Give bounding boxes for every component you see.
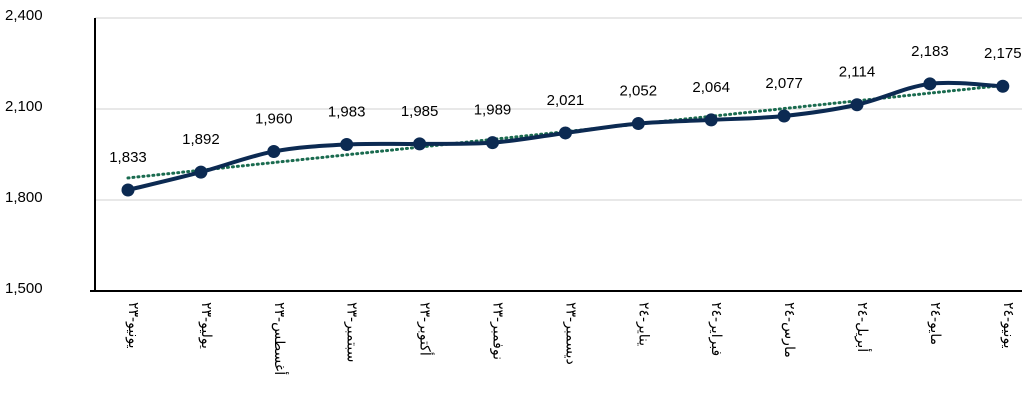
x-tick-label: مايو-٢٤ [927, 302, 943, 345]
data-label: 1,983 [328, 103, 366, 120]
x-tick-label: يونيو-٢٣ [125, 302, 141, 349]
data-label: 1,989 [474, 102, 512, 119]
marker [631, 117, 645, 131]
x-tick-label: يونيو-٢٤ [1000, 302, 1016, 349]
x-tick-label: أغسطس-٢٣ [271, 302, 289, 375]
marker [413, 137, 427, 151]
marker [704, 113, 718, 127]
x-tick-label: فبراير-٢٤ [708, 302, 724, 356]
y-tick-label: 1,500 [5, 280, 43, 297]
data-label: 1,833 [109, 149, 147, 166]
data-label: 2,052 [620, 83, 658, 100]
data-label: 1,960 [255, 110, 293, 127]
data-label: 2,183 [911, 43, 949, 60]
x-tick-label: أبريل-٢٤ [854, 302, 872, 352]
data-label: 1,892 [182, 131, 220, 148]
data-label: 2,021 [547, 92, 585, 109]
data-label: 2,114 [839, 64, 875, 81]
x-tick-label: ديسمبر-٢٣ [562, 302, 578, 365]
x-tick-label: أكتوبر-٢٣ [417, 302, 435, 356]
x-tick-label: يوليو-٢٣ [198, 302, 214, 349]
marker [850, 98, 864, 112]
marker [923, 77, 937, 91]
data-label: 2,077 [765, 75, 803, 92]
marker [267, 144, 281, 158]
marker [340, 137, 354, 151]
y-tick-label: 2,100 [5, 98, 43, 115]
x-tick-label: مارس-٢٤ [781, 302, 797, 358]
marker [194, 165, 208, 179]
marker [777, 109, 791, 123]
data-label: 1,985 [401, 103, 439, 120]
marker [121, 183, 135, 197]
x-tick-label: يناير-٢٤ [635, 302, 651, 346]
y-tick-label: 2,400 [5, 7, 43, 24]
x-tick-label: سبتمبر-٢٣ [344, 302, 360, 362]
marker [558, 126, 572, 140]
x-tick-label: نوفمبر-٢٣ [490, 302, 506, 360]
data-label: 2,175 [984, 45, 1022, 62]
marker [996, 79, 1010, 93]
y-tick-label: 1,800 [5, 189, 43, 206]
data-label: 2,064 [692, 79, 730, 96]
marker [486, 136, 499, 150]
